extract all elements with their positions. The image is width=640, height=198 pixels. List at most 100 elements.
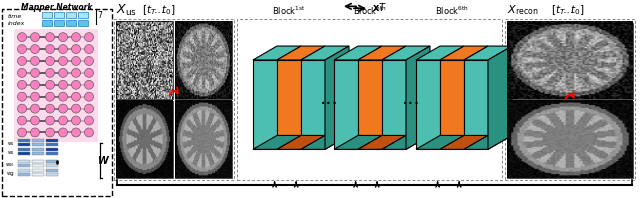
Polygon shape (253, 60, 277, 149)
Text: ···: ··· (402, 95, 420, 114)
Circle shape (84, 104, 93, 113)
Polygon shape (464, 46, 512, 60)
Polygon shape (406, 46, 430, 149)
Text: w₂: w₂ (8, 150, 14, 155)
Circle shape (45, 69, 54, 77)
Polygon shape (325, 46, 349, 149)
Circle shape (17, 104, 26, 113)
Circle shape (72, 104, 81, 113)
FancyBboxPatch shape (46, 164, 58, 167)
Circle shape (58, 56, 67, 65)
Circle shape (31, 104, 40, 113)
FancyBboxPatch shape (18, 152, 30, 155)
Circle shape (72, 80, 81, 89)
FancyBboxPatch shape (32, 164, 44, 167)
Circle shape (58, 92, 67, 101)
FancyBboxPatch shape (18, 173, 30, 176)
Circle shape (84, 128, 93, 137)
Polygon shape (277, 46, 325, 60)
Circle shape (72, 69, 81, 77)
Polygon shape (464, 135, 512, 149)
Circle shape (58, 69, 67, 77)
Circle shape (31, 92, 40, 101)
FancyBboxPatch shape (42, 20, 52, 26)
Circle shape (45, 33, 54, 42)
Polygon shape (253, 46, 301, 60)
FancyBboxPatch shape (14, 29, 98, 142)
Polygon shape (416, 60, 440, 149)
Circle shape (31, 33, 40, 42)
Circle shape (31, 56, 40, 65)
Polygon shape (277, 135, 325, 149)
Polygon shape (382, 46, 430, 60)
FancyBboxPatch shape (32, 148, 44, 151)
Circle shape (17, 80, 26, 89)
Circle shape (45, 45, 54, 53)
Circle shape (58, 116, 67, 125)
Polygon shape (440, 135, 488, 149)
Polygon shape (301, 60, 325, 149)
Text: W: W (98, 156, 108, 166)
FancyBboxPatch shape (18, 164, 30, 167)
Circle shape (45, 56, 54, 65)
Text: w₁: w₁ (8, 141, 14, 146)
Circle shape (45, 92, 54, 101)
FancyBboxPatch shape (66, 20, 76, 26)
Polygon shape (440, 46, 488, 60)
Circle shape (45, 116, 54, 125)
FancyBboxPatch shape (66, 12, 76, 18)
FancyBboxPatch shape (2, 9, 112, 196)
Circle shape (45, 128, 54, 137)
Text: ···: ··· (320, 95, 339, 114)
Text: time: time (8, 14, 22, 19)
Circle shape (58, 33, 67, 42)
FancyBboxPatch shape (114, 19, 234, 180)
Circle shape (58, 104, 67, 113)
Circle shape (84, 80, 93, 89)
FancyBboxPatch shape (46, 169, 58, 172)
Circle shape (58, 80, 67, 89)
Circle shape (45, 80, 54, 89)
FancyBboxPatch shape (18, 143, 30, 146)
Text: Block$^{\rm nth}$: Block$^{\rm nth}$ (353, 5, 387, 17)
FancyBboxPatch shape (46, 139, 58, 142)
Polygon shape (416, 46, 464, 60)
Polygon shape (382, 60, 406, 149)
FancyBboxPatch shape (18, 148, 30, 151)
Circle shape (72, 92, 81, 101)
Polygon shape (301, 46, 349, 60)
Circle shape (45, 104, 54, 113)
Circle shape (58, 128, 67, 137)
Text: wg: wg (6, 171, 14, 176)
Circle shape (72, 128, 81, 137)
Circle shape (17, 128, 26, 137)
FancyBboxPatch shape (46, 152, 58, 155)
FancyBboxPatch shape (32, 139, 44, 142)
Circle shape (31, 69, 40, 77)
FancyBboxPatch shape (32, 152, 44, 155)
Circle shape (17, 69, 26, 77)
FancyBboxPatch shape (32, 143, 44, 146)
Circle shape (31, 128, 40, 137)
FancyBboxPatch shape (78, 12, 88, 18)
FancyBboxPatch shape (18, 139, 30, 142)
Text: $X_{\rm us}$: $X_{\rm us}$ (116, 3, 137, 18)
Circle shape (17, 116, 26, 125)
Text: $[t_T\!\ldots\!t_0]$: $[t_T\!\ldots\!t_0]$ (551, 3, 585, 17)
Polygon shape (301, 135, 349, 149)
Polygon shape (382, 135, 430, 149)
Circle shape (72, 33, 81, 42)
Polygon shape (358, 60, 382, 149)
Polygon shape (464, 60, 488, 149)
Polygon shape (277, 60, 301, 149)
FancyBboxPatch shape (505, 19, 635, 180)
FancyBboxPatch shape (54, 20, 64, 26)
Text: w₁₆: w₁₆ (6, 162, 14, 167)
Circle shape (17, 92, 26, 101)
FancyBboxPatch shape (46, 143, 58, 146)
Polygon shape (358, 135, 406, 149)
FancyBboxPatch shape (18, 169, 30, 172)
Text: Block$^{\rm 1st}$: Block$^{\rm 1st}$ (272, 5, 306, 17)
Circle shape (84, 69, 93, 77)
Circle shape (84, 92, 93, 101)
